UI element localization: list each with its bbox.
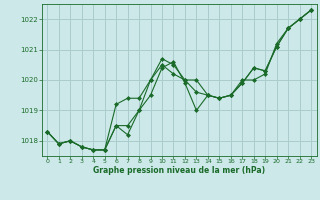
X-axis label: Graphe pression niveau de la mer (hPa): Graphe pression niveau de la mer (hPa) xyxy=(93,166,265,175)
